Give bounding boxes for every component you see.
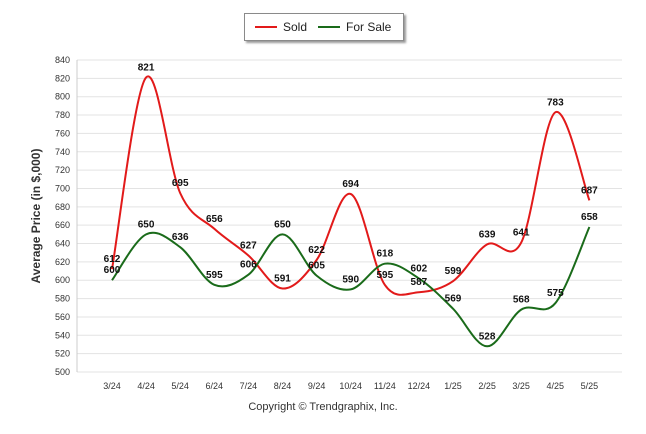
- data-label-sold: 599: [445, 266, 462, 277]
- x-tick-label: 1/25: [444, 381, 462, 391]
- y-tick-label: 680: [55, 202, 70, 212]
- data-label-sold: 821: [138, 62, 155, 73]
- line-chart: 500 520 540 560 580 600 620 640 660 680 700 720 740 7…: [29, 55, 622, 391]
- data-label-for-sale: 590: [342, 274, 359, 285]
- y-tick-label: 740: [55, 147, 70, 157]
- series-line-sold: [111, 75, 591, 296]
- x-tick-label: 4/24: [137, 381, 155, 391]
- y-tick-label: 520: [55, 349, 70, 359]
- data-label-for-sale: 605: [308, 261, 325, 272]
- legend-label-for-sale: For Sale: [346, 20, 392, 34]
- data-label-for-sale: 650: [138, 219, 155, 230]
- x-tick-label: 10/24: [339, 381, 362, 391]
- data-label-sold: 687: [581, 185, 598, 196]
- chart-legend: Sold For Sale: [244, 13, 404, 41]
- data-label-for-sale: 528: [479, 331, 496, 342]
- data-label-for-sale: 650: [274, 219, 291, 230]
- y-tick-label: 700: [55, 183, 70, 193]
- data-label-sold: 591: [274, 273, 291, 284]
- x-axis-ticks: 3/24 4/24 5/24 6/24 7/24 8/24 9/24 10/24 11/24 12…: [103, 381, 598, 391]
- y-tick-label: 720: [55, 165, 70, 175]
- y-tick-label: 660: [55, 220, 70, 230]
- x-tick-label: 5/24: [171, 381, 189, 391]
- y-tick-label: 640: [55, 239, 70, 249]
- x-tick-label: 4/25: [547, 381, 565, 391]
- data-label-sold: 639: [479, 229, 496, 240]
- y-tick-label: 820: [55, 73, 70, 83]
- data-label-for-sale: 600: [104, 265, 121, 276]
- data-label-sold: 612: [104, 254, 121, 265]
- y-tick-label: 800: [55, 92, 70, 102]
- y-tick-label: 560: [55, 312, 70, 322]
- series-line-for-sale: [111, 226, 591, 348]
- y-tick-label: 600: [55, 275, 70, 285]
- data-label-sold: 641: [513, 228, 530, 239]
- x-tick-label: 2/25: [478, 381, 496, 391]
- data-label-for-sale: 602: [411, 263, 428, 274]
- data-label-for-sale: 595: [206, 270, 223, 281]
- data-label-for-sale: 568: [513, 295, 530, 306]
- y-tick-label: 780: [55, 110, 70, 120]
- series-lines: [111, 75, 591, 348]
- data-label-for-sale: 658: [581, 212, 598, 223]
- x-tick-label: 8/24: [274, 381, 292, 391]
- y-axis-label: Average Price (in $,000): [29, 149, 43, 284]
- data-label-sold: 694: [342, 179, 359, 190]
- x-tick-label: 11/24: [374, 381, 396, 391]
- data-label-sold: 587: [411, 277, 428, 288]
- x-tick-label: 5/25: [581, 381, 599, 391]
- data-label-sold: 656: [206, 214, 223, 225]
- data-label-sold: 783: [547, 97, 564, 108]
- grid-lines: [76, 59, 622, 373]
- data-label-for-sale: 606: [240, 260, 257, 271]
- copyright-text: Copyright © Trendgraphix, Inc.: [248, 401, 398, 413]
- x-tick-label: 3/24: [103, 381, 121, 391]
- y-axis-ticks: 500 520 540 560 580 600 620 640 660 680 700 720 740 7…: [55, 55, 70, 377]
- data-label-for-sale: 575: [547, 288, 564, 299]
- data-label-for-sale: 618: [376, 249, 393, 260]
- x-tick-label: 6/24: [206, 381, 224, 391]
- y-tick-label: 760: [55, 128, 70, 138]
- legend-label-sold: Sold: [283, 20, 308, 34]
- data-label-sold: 627: [240, 240, 257, 251]
- data-label-sold: 595: [376, 270, 393, 281]
- x-tick-label: 12/24: [408, 381, 431, 391]
- x-tick-label: 7/24: [240, 381, 258, 391]
- y-tick-label: 580: [55, 294, 70, 304]
- data-label-for-sale: 636: [172, 232, 189, 243]
- data-labels: 612 821 695 656 627 591 622 694 595 587 599 639 641 7…: [104, 62, 599, 342]
- y-tick-label: 620: [55, 257, 70, 267]
- x-tick-label: 3/25: [512, 381, 530, 391]
- y-tick-label: 540: [55, 330, 70, 340]
- legend-swatch-for-sale: [318, 26, 340, 28]
- y-tick-label: 840: [55, 55, 70, 65]
- x-tick-label: 9/24: [308, 381, 326, 391]
- legend-swatch-sold: [255, 26, 277, 28]
- data-label-sold: 622: [308, 245, 325, 256]
- data-label-for-sale: 569: [445, 294, 462, 305]
- data-label-sold: 695: [172, 178, 189, 189]
- y-tick-label: 500: [55, 367, 70, 377]
